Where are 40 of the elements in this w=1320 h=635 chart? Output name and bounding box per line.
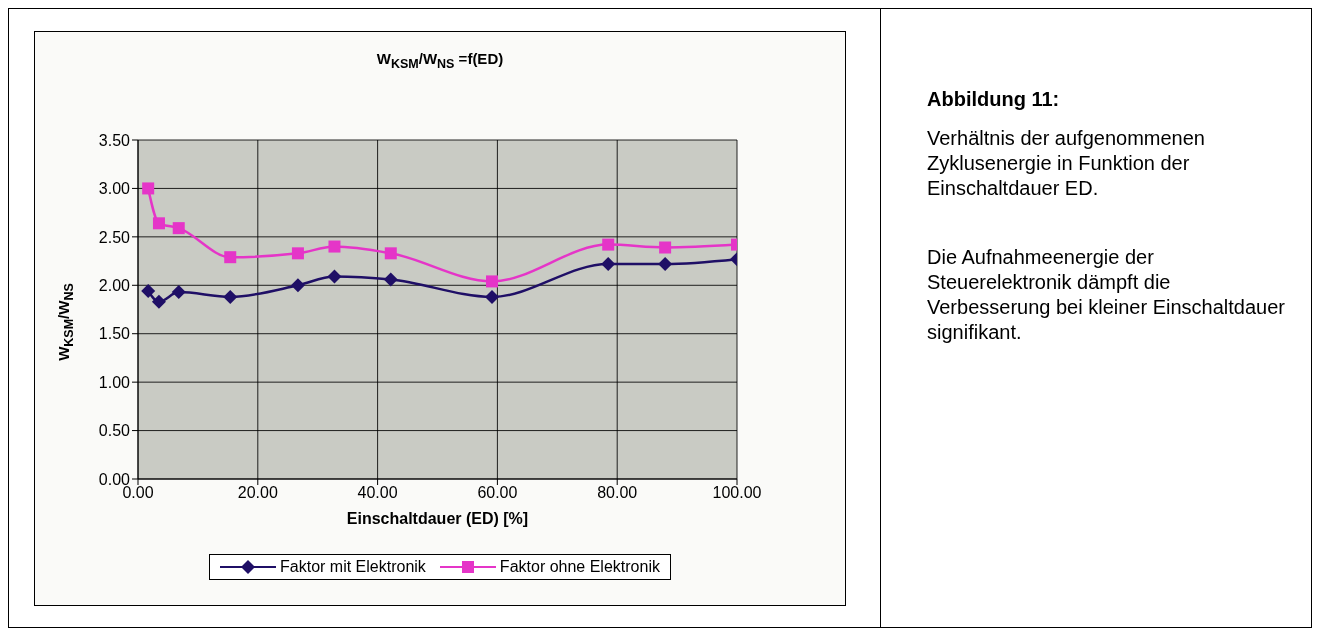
point <box>327 269 342 284</box>
text: Verhältnis der aufgenommenen Zyklusenergie in Funktion der Einschaltdauer ED. <box>927 126 1206 201</box>
x-tick-label: 100.00 <box>712 484 762 502</box>
point <box>172 222 185 235</box>
point <box>383 272 398 287</box>
y-tick-label: 3.00 <box>98 180 131 198</box>
point <box>328 240 341 253</box>
point <box>142 182 155 195</box>
x-tick-label: 40.00 <box>357 484 398 502</box>
legend-label: Faktor ohne Elektronik <box>498 558 660 576</box>
point <box>171 285 186 300</box>
x-tick-label: 60.00 <box>477 484 518 502</box>
point <box>602 238 615 251</box>
y-tick-label: 1.00 <box>98 373 131 391</box>
point <box>485 289 500 304</box>
point <box>290 278 305 293</box>
legend-label: Faktor mit Elektronik <box>279 558 426 576</box>
point <box>384 247 397 260</box>
x-tick-label: 20.00 <box>237 484 278 502</box>
text: Die Aufnahmeenergie der Steuerelektronik dämpft die Verbesserung bei kleiner Einschaltdauer signifikant. <box>927 245 1286 345</box>
x-tick-label: 80.00 <box>597 484 638 502</box>
x-axis-title: Einschaltdauer (ED) [%] <box>346 510 529 527</box>
point <box>152 217 165 230</box>
y-tick-label: 0.50 <box>98 422 131 440</box>
text: Abbildung 11: <box>927 87 1061 112</box>
y-tick-label: 3.50 <box>98 131 131 149</box>
y-tick-label: 2.50 <box>98 228 131 246</box>
point <box>486 275 499 288</box>
point <box>291 247 304 260</box>
point <box>601 256 616 271</box>
point <box>151 294 166 309</box>
y-tick-label: 1.50 <box>98 325 131 343</box>
point <box>659 241 672 254</box>
point <box>224 251 237 264</box>
point <box>141 284 156 299</box>
point <box>658 256 673 271</box>
chart-title: W$_{KSM}$/W$_{NS}$ =f(ED) <box>376 50 504 71</box>
x-tick-label: 0.00 <box>122 484 154 502</box>
y-tick-label: 2.00 <box>98 276 131 294</box>
point <box>223 289 238 304</box>
